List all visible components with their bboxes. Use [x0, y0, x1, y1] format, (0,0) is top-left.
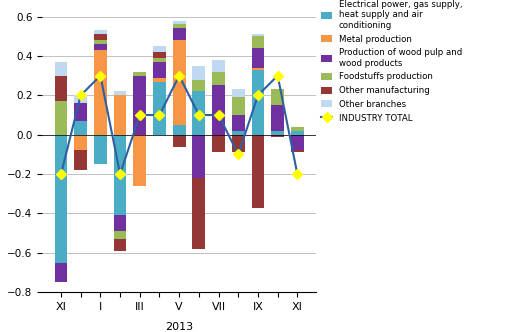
- Bar: [212, 60, 225, 72]
- Bar: [291, 131, 304, 135]
- INDUSTRY TOTAL: [275, 74, 281, 78]
- Bar: [251, 48, 265, 68]
- Bar: [192, 66, 206, 80]
- INDUSTRY TOTAL: [97, 74, 104, 78]
- Bar: [133, 135, 146, 186]
- Bar: [153, 78, 166, 82]
- Bar: [271, 89, 284, 105]
- Text: 2013: 2013: [165, 322, 193, 332]
- Bar: [192, 135, 206, 178]
- Bar: [192, 178, 206, 249]
- Bar: [74, 103, 87, 121]
- Bar: [55, 135, 67, 263]
- Bar: [133, 72, 146, 76]
- Bar: [94, 44, 107, 50]
- Bar: [232, 89, 245, 97]
- Bar: [271, 135, 284, 137]
- Legend: Electrical power, gas supply,
heat supply and air
conditioning, Metal production: Electrical power, gas supply, heat suppl…: [321, 0, 462, 123]
- Bar: [173, 25, 186, 29]
- Bar: [153, 58, 166, 62]
- INDUSTRY TOTAL: [136, 113, 143, 117]
- Bar: [74, 121, 87, 135]
- Bar: [173, 29, 186, 40]
- INDUSTRY TOTAL: [196, 113, 202, 117]
- Bar: [74, 135, 87, 150]
- Bar: [251, 34, 265, 36]
- Bar: [251, 70, 265, 135]
- INDUSTRY TOTAL: [77, 93, 84, 97]
- Bar: [153, 52, 166, 58]
- Bar: [114, 91, 126, 95]
- Bar: [212, 135, 225, 152]
- Bar: [153, 62, 166, 78]
- Bar: [212, 72, 225, 85]
- Line: INDUSTRY TOTAL: INDUSTRY TOTAL: [57, 72, 301, 178]
- Bar: [74, 95, 87, 103]
- Bar: [114, 135, 126, 215]
- Bar: [271, 131, 284, 135]
- Bar: [173, 21, 186, 25]
- Bar: [192, 80, 206, 91]
- Bar: [94, 30, 107, 34]
- Bar: [74, 150, 87, 170]
- Bar: [114, 95, 126, 135]
- Bar: [94, 34, 107, 40]
- Bar: [232, 135, 245, 152]
- Bar: [251, 135, 265, 208]
- INDUSTRY TOTAL: [176, 74, 182, 78]
- Bar: [94, 135, 107, 164]
- Bar: [232, 97, 245, 115]
- Bar: [133, 76, 146, 135]
- INDUSTRY TOTAL: [157, 113, 163, 117]
- Bar: [173, 125, 186, 135]
- Bar: [94, 50, 107, 135]
- INDUSTRY TOTAL: [216, 113, 222, 117]
- Bar: [114, 231, 126, 239]
- Bar: [212, 85, 225, 135]
- Bar: [192, 91, 206, 135]
- Bar: [55, 263, 67, 282]
- Bar: [232, 115, 245, 131]
- INDUSTRY TOTAL: [235, 152, 241, 156]
- Bar: [114, 215, 126, 231]
- INDUSTRY TOTAL: [255, 93, 261, 97]
- Bar: [153, 82, 166, 135]
- Bar: [291, 127, 304, 131]
- Bar: [251, 36, 265, 48]
- Bar: [271, 105, 284, 131]
- Bar: [55, 101, 67, 135]
- Bar: [232, 131, 245, 135]
- Bar: [291, 150, 304, 152]
- Bar: [173, 135, 186, 146]
- Bar: [55, 76, 67, 101]
- INDUSTRY TOTAL: [294, 172, 300, 176]
- INDUSTRY TOTAL: [117, 172, 123, 176]
- Bar: [291, 135, 304, 150]
- Bar: [94, 40, 107, 44]
- INDUSTRY TOTAL: [58, 172, 64, 176]
- Bar: [114, 239, 126, 251]
- Bar: [173, 40, 186, 125]
- Bar: [55, 62, 67, 76]
- Bar: [251, 68, 265, 70]
- Bar: [153, 46, 166, 52]
